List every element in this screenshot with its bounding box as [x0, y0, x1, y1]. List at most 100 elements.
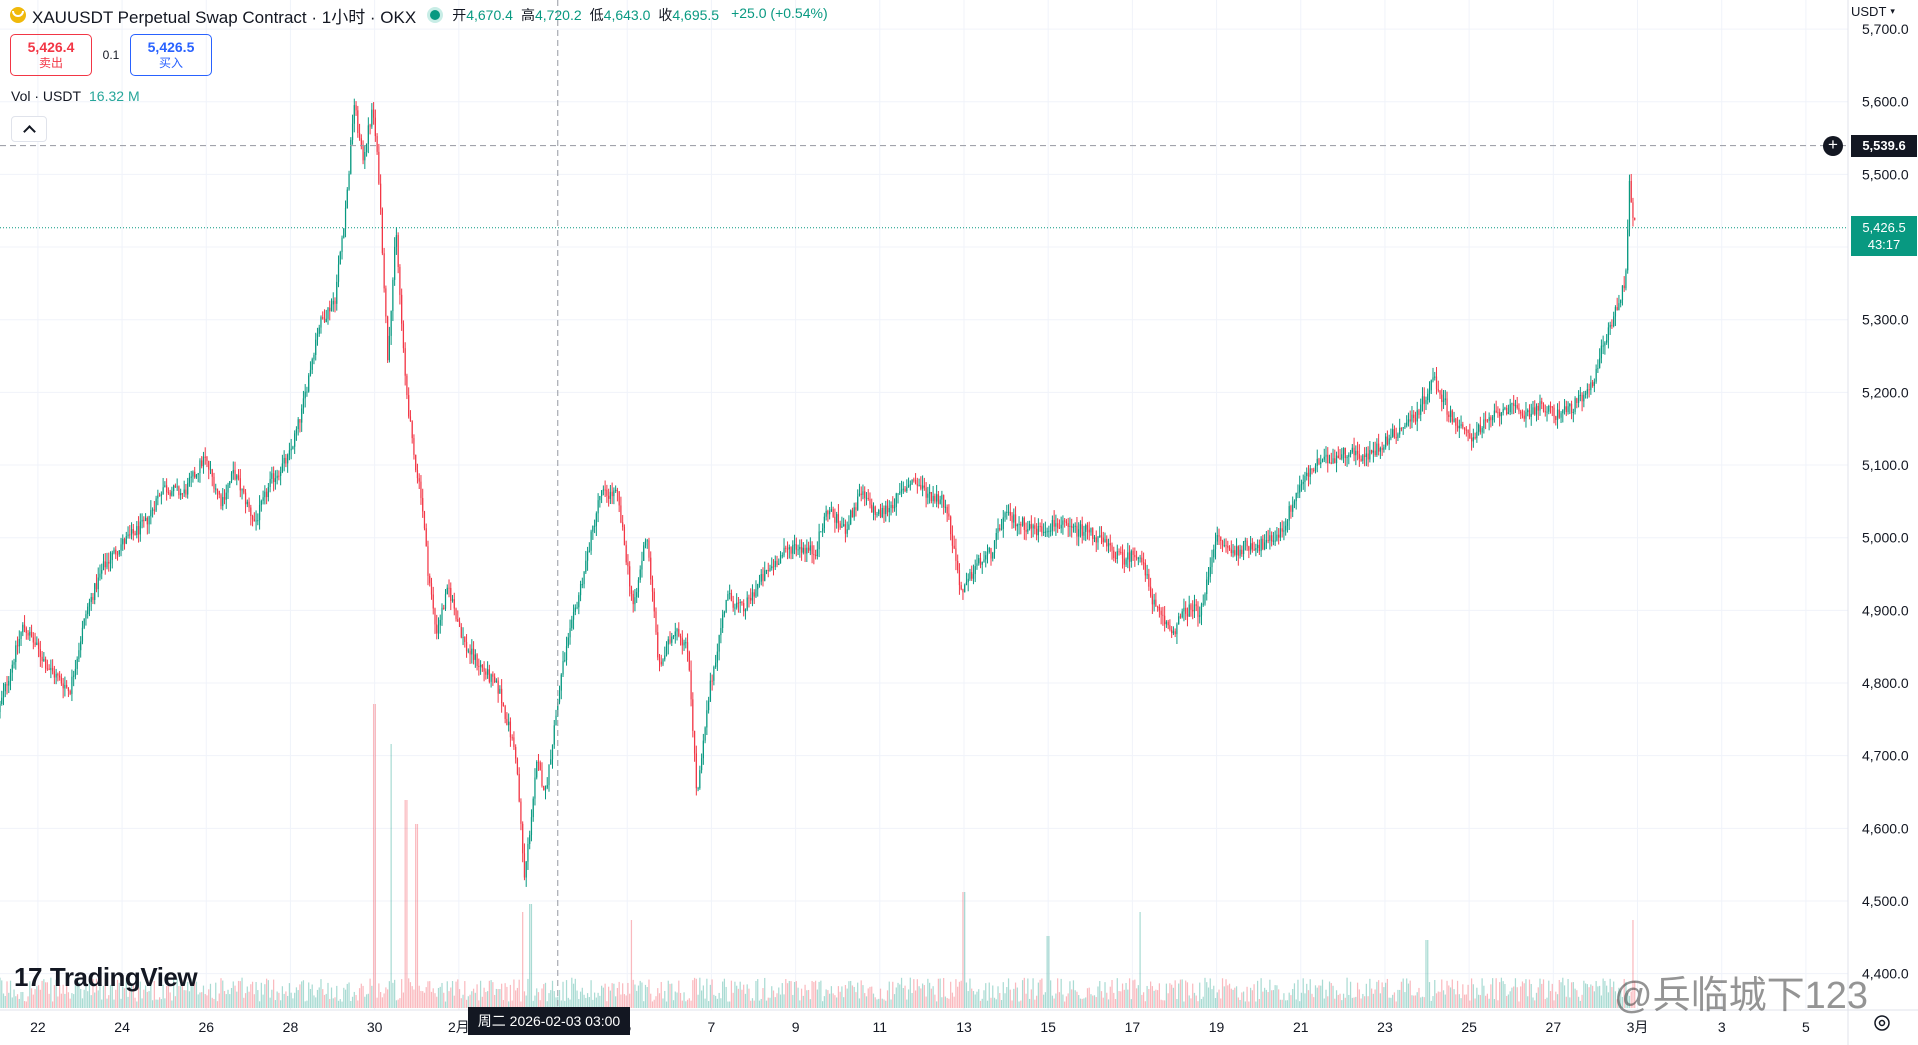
- volume-bar: [343, 987, 345, 1008]
- volume-bar: [497, 989, 499, 1008]
- volume-bar: [357, 1000, 359, 1008]
- candle-body: [1014, 514, 1017, 527]
- volume-bar: [1600, 995, 1603, 1008]
- candle-body: [446, 587, 448, 595]
- volume-bar: [1137, 985, 1139, 1008]
- volume-bar: [1569, 997, 1571, 1008]
- volume-bar: [185, 990, 187, 1008]
- volume-bar: [57, 996, 59, 1008]
- volume-bar: [1051, 995, 1054, 1008]
- candle-body: [1493, 410, 1496, 417]
- volume-bar: [1309, 979, 1311, 1008]
- candle-body: [1107, 543, 1110, 547]
- candle-body: [1013, 514, 1015, 523]
- candle-body: [1078, 529, 1080, 537]
- candle-body: [779, 555, 782, 564]
- volume-bar: [404, 800, 406, 1008]
- axis-currency-selector[interactable]: USDT ▾: [1851, 4, 1895, 19]
- candle-body: [1248, 546, 1250, 551]
- volume-bar: [453, 995, 455, 1008]
- candle-body: [1127, 552, 1129, 560]
- candle-body: [864, 491, 866, 499]
- candle-body: [723, 611, 726, 615]
- volume-bar: [916, 979, 918, 1008]
- volume-bar: [1183, 1001, 1185, 1008]
- candle-body: [1327, 454, 1329, 464]
- volume-bar: [1513, 986, 1515, 1008]
- candle-body: [597, 500, 599, 514]
- gear-icon[interactable]: [1871, 1012, 1893, 1034]
- candle-body: [1451, 410, 1453, 422]
- volume-bar: [465, 999, 468, 1008]
- candle-body: [451, 599, 454, 601]
- candle-body: [625, 545, 627, 563]
- candle-body: [1097, 536, 1099, 543]
- candle-body: [1499, 412, 1501, 417]
- collapse-legend-button[interactable]: [11, 116, 47, 142]
- sell-button[interactable]: 5,426.4 卖出: [10, 34, 92, 76]
- candle-body: [914, 479, 917, 485]
- candle-body: [269, 478, 271, 487]
- volume-bar: [622, 983, 624, 1008]
- volume-bar: [153, 980, 155, 1008]
- candle-body: [94, 583, 96, 600]
- candle-body: [744, 609, 747, 612]
- candle-body: [971, 572, 973, 579]
- candle-body: [1093, 537, 1096, 539]
- candle-body: [474, 654, 476, 660]
- candle-body: [506, 718, 508, 726]
- candle-body: [353, 105, 355, 124]
- volume-bar: [930, 988, 932, 1008]
- candle-body: [536, 761, 538, 778]
- candle-body: [465, 642, 468, 651]
- candle-body: [1618, 303, 1620, 311]
- crosshair-add-icon[interactable]: [1823, 135, 1843, 156]
- symbol-title[interactable]: XAUUSDT Perpetual Swap Contract · 1小时 · …: [32, 7, 417, 27]
- volume-bar: [809, 999, 811, 1008]
- candle-body: [1539, 401, 1541, 411]
- candle-body: [860, 493, 862, 496]
- candle-body: [1113, 550, 1115, 558]
- tradingview-logo[interactable]: 17 TradingView: [14, 962, 198, 993]
- volume-bar: [18, 998, 20, 1008]
- volume-bar: [774, 997, 776, 1008]
- candle-body: [1164, 615, 1166, 625]
- volume-bar: [1416, 992, 1418, 1008]
- candle-body: [365, 143, 368, 152]
- candle-body: [208, 460, 210, 470]
- volume-bar: [586, 993, 589, 1008]
- volume-bar: [390, 744, 392, 1008]
- candle-body: [1288, 506, 1290, 521]
- candle-body: [1214, 541, 1217, 550]
- candle-body: [990, 547, 992, 559]
- volume-bar: [1358, 989, 1360, 1008]
- buy-button[interactable]: 5,426.5 买入: [130, 34, 212, 76]
- volume-bar: [504, 983, 506, 1008]
- candle-body: [999, 528, 1001, 530]
- candle-body: [1407, 419, 1410, 423]
- volume-bar: [1109, 986, 1111, 1008]
- volume-bar: [495, 988, 497, 1008]
- candle-body: [460, 626, 462, 638]
- candle-body: [23, 624, 26, 628]
- candle-body: [1418, 410, 1420, 415]
- volume-bar: [741, 989, 743, 1008]
- candle-body: [579, 584, 582, 596]
- volume-bar: [20, 992, 22, 1008]
- volume-bar: [115, 989, 117, 1008]
- volume-bar: [73, 994, 75, 1008]
- candle-body: [522, 823, 524, 854]
- volume-bar: [1227, 985, 1229, 1008]
- volume-bar: [1490, 984, 1492, 1008]
- volume-bar: [1197, 1001, 1199, 1008]
- candle-body: [1058, 527, 1061, 529]
- candle-body: [34, 642, 36, 646]
- candle-body: [78, 650, 80, 659]
- volume-bar: [1586, 984, 1588, 1008]
- volume-bar: [651, 1001, 654, 1008]
- volume-bar: [220, 978, 222, 1008]
- candle-body: [41, 656, 43, 662]
- candle-body: [1621, 285, 1624, 301]
- volume-bar: [492, 982, 494, 1008]
